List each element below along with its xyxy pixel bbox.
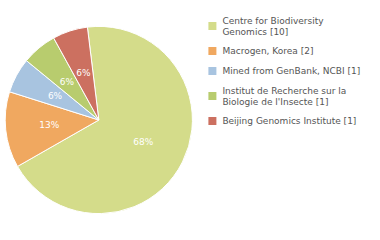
svg-text:13%: 13%	[39, 120, 59, 130]
svg-text:6%: 6%	[60, 77, 75, 87]
svg-text:Institut de Recherche sur la: Institut de Recherche sur la	[222, 86, 346, 96]
svg-text:Macrogen, Korea [2]: Macrogen, Korea [2]	[222, 46, 313, 56]
svg-text:Mined from GenBank, NCBI [1]: Mined from GenBank, NCBI [1]	[222, 66, 360, 76]
svg-text:Biologie de l'Insecte [1]: Biologie de l'Insecte [1]	[222, 97, 328, 107]
svg-text:68%: 68%	[133, 137, 153, 147]
svg-text:Beijing Genomics Institute [1]: Beijing Genomics Institute [1]	[222, 116, 356, 126]
svg-text:6%: 6%	[76, 68, 91, 78]
svg-text:Genomics [10]: Genomics [10]	[222, 27, 288, 37]
svg-text:6%: 6%	[48, 91, 63, 101]
svg-text:Centre for Biodiversity: Centre for Biodiversity	[222, 16, 324, 26]
